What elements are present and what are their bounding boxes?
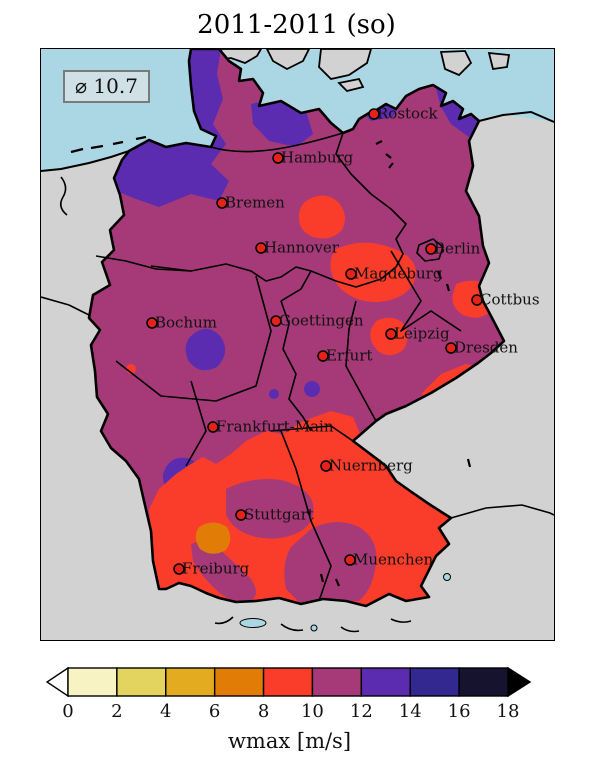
city-marker	[385, 328, 397, 340]
colorbar-segment	[409, 667, 460, 697]
city-label: Nuernberg	[329, 457, 413, 475]
city-marker	[471, 294, 483, 306]
city-label: Magdeburg	[354, 265, 443, 283]
colorbar-tick: 14	[398, 701, 422, 722]
state-borders	[95, 132, 462, 602]
colorbar-segment	[360, 667, 411, 697]
colorbar-tick: 8	[257, 701, 270, 722]
city-label: Bochum	[155, 314, 217, 332]
city-marker	[320, 460, 332, 472]
mean-value-badge: ⌀ 10.7	[63, 70, 150, 103]
city-label: Erfurt	[326, 347, 373, 365]
colorbar-tick: 0	[62, 701, 74, 722]
colorbar-axis-label: wmax [m/s]	[227, 729, 352, 753]
city-marker	[272, 152, 284, 164]
colorbar-under-arrow	[46, 667, 69, 697]
germany-wind-map: Rostock Hamburg Bremen Hannover Berlin Magdeb…	[41, 49, 554, 640]
colorbar-tick: 2	[111, 701, 123, 722]
colorbar-over-arrow	[507, 667, 532, 697]
colorbar-segment	[213, 667, 265, 697]
city-marker	[425, 243, 437, 255]
city-marker	[235, 509, 247, 521]
colorbar-tick: 16	[447, 701, 471, 722]
colorbar-tick: 12	[349, 701, 373, 722]
city-marker-layer: Rostock Hamburg Bremen Hannover Berlin Magdeb…	[146, 105, 540, 578]
zone-6-8-northwest-of-stuttgart	[195, 522, 231, 554]
colorbar-tick: 18	[496, 701, 520, 722]
colorbar-segment	[262, 667, 314, 697]
colorbar-tick: 6	[208, 701, 221, 722]
city-marker	[255, 242, 267, 254]
city-label: Leipzig	[394, 325, 450, 343]
city-label: Cottbus	[480, 291, 540, 309]
city-label: Freiburg	[182, 560, 250, 578]
colorbar	[46, 667, 532, 697]
city-label: Dresden	[454, 339, 518, 357]
colorbar-tick: 10	[300, 701, 324, 722]
dutch-coastline	[41, 150, 130, 172]
zone-10-12-freiburg-band	[191, 541, 256, 603]
map-decorations	[41, 135, 554, 633]
city-label: Stuttgart	[244, 506, 314, 524]
figure-title: 2011-2011 (so)	[197, 10, 396, 40]
city-marker	[317, 350, 329, 362]
zone-12-14-bochum-blob	[185, 328, 226, 371]
alpine-lakes	[239, 573, 451, 632]
city-label: Rostock	[377, 105, 438, 123]
city-label: Bremen	[225, 194, 285, 212]
colorbar-segment	[165, 667, 216, 697]
city-label: Hannover	[264, 239, 340, 257]
map-panel: Rostock Hamburg Bremen Hannover Berlin Magdeb…	[40, 48, 555, 641]
zone-12-14-northwest-coast	[101, 49, 229, 207]
city-marker	[368, 108, 380, 120]
city-marker	[445, 342, 457, 354]
zone-12-14-spot-hesse	[269, 389, 279, 399]
colorbar-segment	[67, 667, 118, 697]
city-label: Hamburg	[281, 149, 354, 167]
city-label: Berlin	[434, 240, 481, 258]
zone-8-10-hamburg-hannover	[298, 195, 346, 239]
colorbar-segments	[67, 667, 509, 697]
city-marker	[270, 315, 282, 327]
polish-coastline	[478, 110, 554, 123]
zone-12-14-spot-erfurt-west	[304, 381, 320, 397]
city-marker	[173, 563, 185, 575]
city-marker	[207, 421, 219, 433]
colorbar-segment	[311, 667, 363, 697]
city-label: Muenchen	[353, 551, 433, 569]
denmark-islands	[220, 49, 511, 92]
city-marker	[146, 317, 158, 329]
city-label: Frankfurt-Main	[216, 418, 334, 436]
colorbar-segment	[116, 667, 167, 697]
city-marker	[344, 554, 356, 566]
zone-10-12-stuttgart	[226, 479, 314, 539]
city-marker	[216, 197, 228, 209]
colorbar-segment	[458, 667, 509, 697]
sea	[41, 49, 554, 171]
colorbar-tick: 4	[160, 701, 172, 722]
city-marker	[345, 268, 357, 280]
city-label: Goettingen	[279, 312, 364, 330]
